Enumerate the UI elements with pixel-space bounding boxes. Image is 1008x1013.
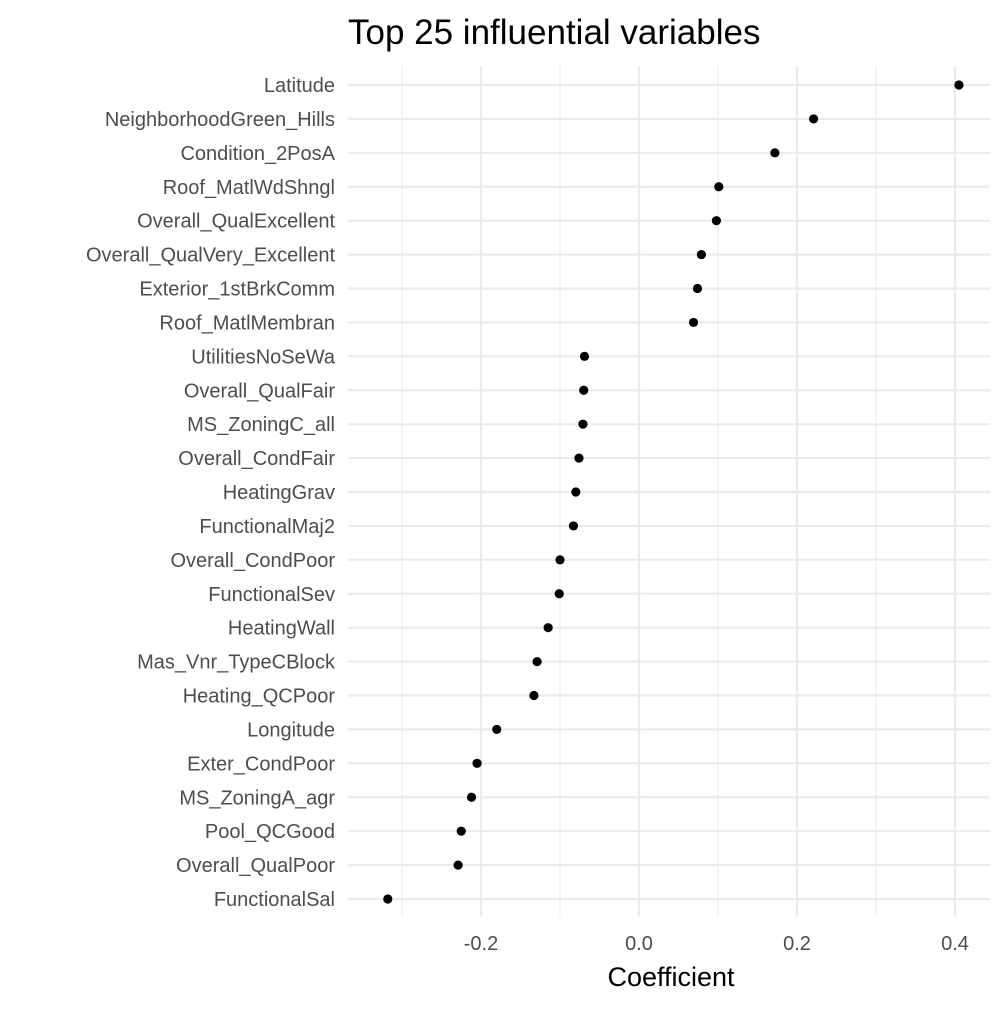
data-point — [456, 826, 466, 836]
data-point — [579, 351, 590, 361]
chart-title: Top 25 influential variables — [348, 13, 760, 52]
y-tick-label: Overall_QualFair — [184, 380, 336, 402]
x-tick-label: 0.4 — [941, 933, 969, 955]
data-point — [696, 249, 707, 260]
data-point — [383, 894, 393, 904]
y-tick-labels: Latitude NeighborhoodGreen_Hills Condition… — [86, 75, 336, 911]
y-tick-label: Mas_Vnr_TypeCBlock — [137, 652, 336, 674]
y-tick-label: FunctionalSal — [214, 889, 335, 911]
y-tick-label: NeighborhoodGreen_Hills — [105, 109, 335, 131]
x-tick-label: 0.2 — [783, 933, 811, 955]
data-point — [466, 792, 477, 802]
data-point — [453, 860, 463, 870]
data-point — [568, 521, 579, 531]
data-point — [543, 623, 553, 633]
y-tick-label: HeatingGrav — [223, 482, 335, 504]
data-point — [472, 758, 482, 768]
x-axis-label: Coefficient — [607, 962, 735, 992]
data-point — [692, 283, 703, 294]
grid-layer — [348, 66, 990, 916]
y-tick-label: Overall_QualVery_Excellent — [86, 245, 335, 267]
x-tick-label: 0.0 — [625, 933, 653, 955]
data-point — [714, 182, 724, 192]
y-tick-label: FunctionalMaj2 — [199, 516, 335, 538]
x-tick-labels: -0.2 0.0 0.2 0.4 — [464, 933, 969, 955]
data-point — [555, 555, 565, 565]
data-point — [711, 216, 722, 226]
y-tick-label: FunctionalSev — [208, 584, 335, 606]
y-tick-label: HeatingWall — [228, 618, 335, 640]
data-point — [554, 589, 564, 599]
data-point — [808, 114, 819, 124]
data-point — [954, 80, 964, 90]
y-tick-label: UtilitiesNoSeWa — [191, 346, 336, 368]
y-tick-label: Latitude — [264, 75, 335, 97]
y-tick-label: Heating_QCPoor — [183, 686, 336, 708]
y-tick-label: Overall_QualPoor — [176, 855, 335, 877]
y-tick-label: Pool_QCGood — [205, 821, 335, 843]
y-tick-label: Overall_CondPoor — [170, 550, 335, 572]
y-tick-label: Roof_MatlMembran — [159, 312, 335, 334]
data-point — [571, 487, 581, 497]
y-tick-label: Exterior_1stBrkComm — [139, 279, 335, 301]
data-point — [578, 419, 588, 429]
data-point — [529, 690, 539, 701]
data-point — [574, 453, 584, 463]
data-point — [579, 385, 589, 395]
points-layer — [383, 80, 964, 904]
y-tick-label: Exter_CondPoor — [187, 753, 335, 775]
x-tick-label: -0.2 — [464, 933, 498, 955]
y-tick-label: Overall_CondFair — [178, 448, 335, 470]
data-point — [492, 724, 502, 735]
y-tick-label: Overall_QualExcellent — [137, 211, 335, 233]
data-point — [770, 148, 780, 158]
y-tick-label: MS_ZoningC_all — [187, 414, 335, 436]
y-tick-label: Roof_MatlWdShngl — [163, 177, 335, 199]
y-tick-label: Longitude — [247, 719, 335, 741]
y-tick-label: Condition_2PosA — [180, 143, 335, 165]
y-tick-label: MS_ZoningA_agr — [179, 787, 335, 809]
data-point — [688, 317, 699, 328]
data-point — [532, 656, 542, 667]
